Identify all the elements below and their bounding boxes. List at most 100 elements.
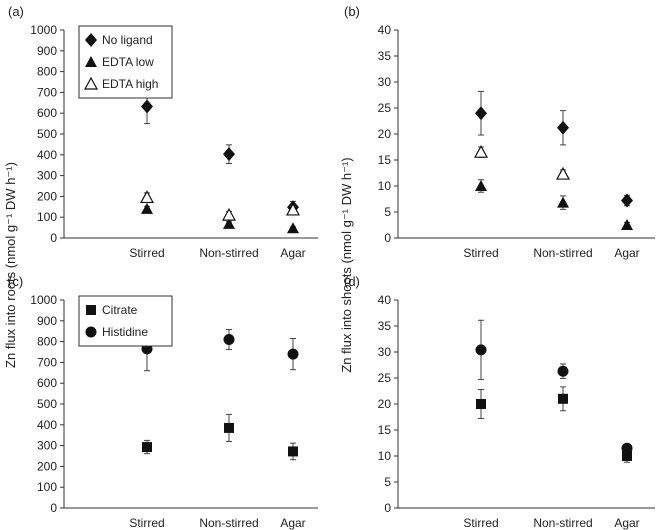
chart-panel-3: (c) 0 100 200 300 400 500 600 700 800 900 1000 Stirr… [8,274,318,530]
y-tick-label: 300 [37,439,57,453]
y-tick-label: 15 [378,153,392,167]
y-tick-label: 5 [384,205,391,219]
y-tick-label: 400 [37,418,57,432]
y-axis-label-shoots: Zn flux into shoots (nmol g⁻¹ DW h⁻¹) [339,157,354,372]
y-tick-label: 600 [37,376,57,390]
data-point [558,393,568,404]
legend-marker [83,76,99,90]
y-tick-label: 25 [378,371,392,385]
x-tick-label: Stirred [463,246,498,260]
data-point [473,144,489,158]
legend-marker [85,56,97,67]
y-tick-label: 30 [378,75,392,89]
y-tick-label: 20 [378,397,392,411]
legend-label: EDTA low [102,55,154,69]
legend-marker [85,33,97,47]
y-tick-label: 10 [378,179,392,193]
y-tick-label: 1000 [30,23,57,37]
chart-panel-2: (b) 0 5 10 15 20 25 30 35 40 Stirred Non-stirred Aga… [344,4,655,260]
y-tick-label: 30 [378,345,392,359]
data-point [475,344,487,356]
data-point [557,120,569,135]
y-tick-label: 0 [384,231,391,245]
charts-layer: (a)01002003004005006007008009001000Stirr… [8,4,655,530]
y-tick-label: 700 [37,355,57,369]
y-tick-label: 800 [37,65,57,79]
data-point [475,106,487,121]
y-tick-label: 500 [37,127,57,141]
data-point [475,180,487,191]
data-point [141,202,153,214]
y-tick-label: 5 [384,475,391,489]
x-tick-label: Stirred [463,516,498,530]
x-tick-label: Non-stirred [199,246,258,260]
y-tick-label: 25 [378,101,392,115]
legend-marker [86,305,96,315]
y-tick-label: 900 [37,44,57,58]
y-tick-label: 600 [37,106,57,120]
y-tick-label: 500 [37,397,57,411]
y-tick-label: 0 [50,231,57,245]
x-tick-label: Non-stirred [533,516,592,530]
x-tick-label: Agar [280,246,305,260]
y-tick-label: 800 [37,335,57,349]
y-tick-label: 200 [37,189,57,203]
data-point [141,99,153,114]
y-tick-label: 35 [378,49,392,63]
y-tick-label: 35 [378,319,392,333]
data-point [557,365,569,377]
panel-label: (c) [8,274,23,289]
x-tick-label: Agar [614,516,639,530]
y-tick-label: 400 [37,148,57,162]
y-axis-label-roots: Zn flux into roots (nmol g⁻¹ DW h⁻¹) [3,162,18,368]
data-point [142,442,152,453]
y-tick-label: 100 [37,210,57,224]
y-tick-label: 300 [37,169,57,183]
data-point [287,222,299,234]
data-point [621,219,633,230]
y-tick-label: 100 [37,480,57,494]
legend-label: EDTA high [102,77,158,91]
chart-panel-4: (d) 0 5 10 15 20 25 30 35 40 Stirred Non-stirred Aga… [344,274,655,530]
y-tick-label: 15 [378,423,392,437]
panel-label: (a) [8,4,24,19]
data-point [621,193,633,208]
y-tick-label: 40 [378,23,392,37]
legend-label: Histidine [102,325,148,339]
legend-marker [85,326,97,338]
data-point [287,348,299,360]
y-tick-label: 20 [378,127,392,141]
legend-label: Citrate [102,303,138,317]
data-point [555,166,571,180]
x-tick-label: Non-stirred [199,516,258,530]
data-point [223,334,235,346]
data-point [285,202,301,216]
data-point [221,207,237,221]
y-tick-label: 200 [37,459,57,473]
legend-label: No ligand [102,33,153,47]
panel-label: (b) [344,4,360,19]
panel-label: (d) [344,274,360,289]
legend-box [78,295,173,347]
data-point [557,196,569,208]
x-tick-label: Non-stirred [533,246,592,260]
y-tick-label: 0 [384,501,391,515]
data-point [621,442,633,454]
x-tick-label: Agar [614,246,639,260]
y-tick-label: 40 [378,293,392,307]
data-point [139,190,155,204]
data-point [223,147,235,162]
y-tick-label: 10 [378,449,392,463]
y-tick-label: 1000 [30,293,57,307]
data-point [622,451,632,461]
y-tick-label: 900 [37,314,57,328]
y-tick-label: 700 [37,85,57,99]
x-tick-label: Agar [280,516,305,530]
data-point [224,422,234,433]
x-tick-label: Stirred [129,246,164,260]
x-tick-label: Stirred [129,516,164,530]
chart-panel-1: (a) 0 100 200 300 400 500 600 700 800 900 1000 Stirr… [8,4,318,260]
data-point [288,446,298,457]
data-point [223,217,235,229]
